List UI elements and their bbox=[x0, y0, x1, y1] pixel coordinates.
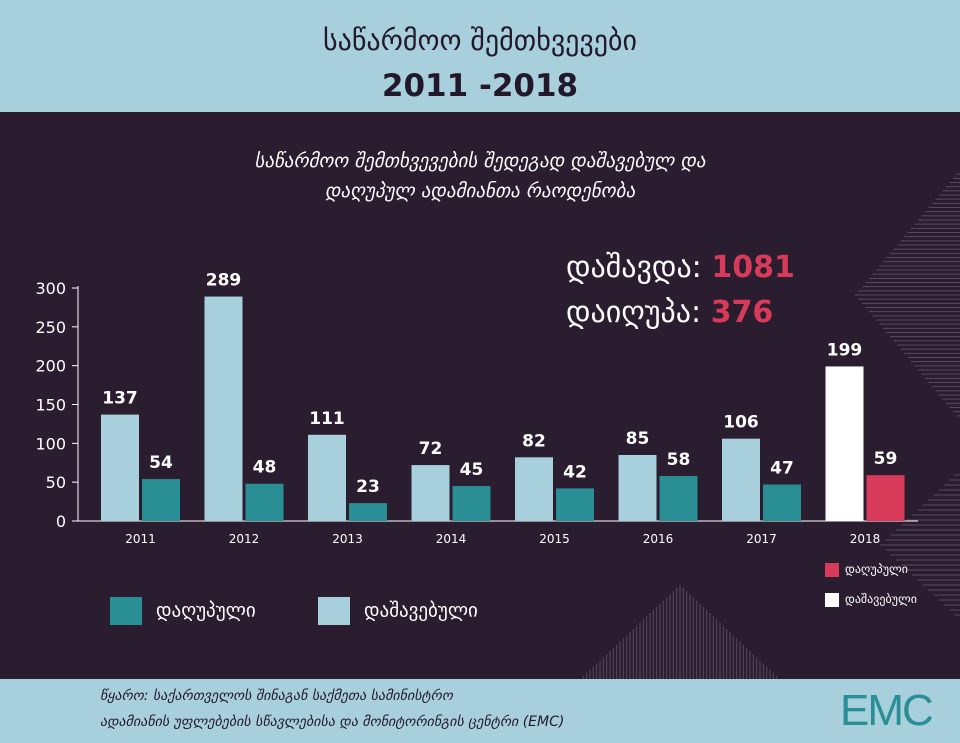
y-tick-label: 150 bbox=[35, 396, 66, 415]
legend-2018-item-killed: დაღუპული bbox=[825, 562, 908, 577]
legend-2018-item-injured: დაშავებული bbox=[825, 592, 917, 607]
bar-group-2012: 289 48 bbox=[204, 271, 284, 521]
bar-injured-2012 bbox=[204, 296, 243, 521]
data-label-killed-2018: 59 bbox=[874, 449, 898, 469]
data-label-injured-2011: 137 bbox=[102, 389, 138, 409]
legend-item-injured: დაშავებული bbox=[318, 597, 478, 625]
total-injured: დაშავდა: 1081 bbox=[566, 245, 795, 290]
y-tick-label: 200 bbox=[35, 357, 66, 376]
bar-killed-2016 bbox=[659, 475, 698, 521]
bar-group-2011: 137 54 bbox=[101, 389, 180, 521]
chart-title-line1: საწარმოო შემთხვევების შედეგად დაშავებულ … bbox=[254, 150, 706, 172]
total-killed: დაიღუპა: 376 bbox=[566, 290, 795, 335]
y-tick-label: 50 bbox=[46, 473, 66, 492]
x-tick-label-2014: 2014 bbox=[436, 532, 467, 546]
data-label-killed-2015: 42 bbox=[563, 462, 587, 482]
bar-killed-2018 bbox=[866, 475, 905, 521]
source-line1: წყარო: საქართველოს შინაგან საქმეთა სამინ… bbox=[100, 688, 453, 704]
decor-triangle-right-lower bbox=[880, 474, 960, 616]
chart-title: საწარმოო შემთხვევების შედეგად დაშავებულ … bbox=[0, 146, 960, 206]
bar-killed-2011 bbox=[142, 479, 180, 521]
total-killed-value: 376 bbox=[710, 295, 774, 330]
bar-group-2018: 199 59 bbox=[825, 340, 905, 521]
y-tick-label: 250 bbox=[35, 318, 66, 337]
y-tick-label: 100 bbox=[35, 434, 66, 453]
x-tick-label-2011: 2011 bbox=[125, 532, 156, 546]
total-injured-label: დაშავდა: bbox=[566, 250, 702, 285]
total-killed-label: დაიღუპა: bbox=[566, 295, 702, 330]
data-label-killed-2016: 58 bbox=[667, 450, 691, 470]
data-label-killed-2012: 48 bbox=[253, 458, 277, 478]
legend-swatch-killed bbox=[110, 597, 142, 625]
data-label-killed-2017: 47 bbox=[770, 458, 794, 478]
bar-injured-2018 bbox=[825, 366, 864, 521]
bar-injured-2016 bbox=[618, 454, 657, 521]
data-label-injured-2014: 72 bbox=[419, 439, 443, 459]
bar-killed-2014 bbox=[452, 486, 491, 521]
data-label-injured-2015: 82 bbox=[522, 431, 546, 451]
decor-triangle-bottom bbox=[582, 585, 778, 679]
data-label-killed-2014: 45 bbox=[460, 460, 484, 480]
legend-item-killed: დაღუპული bbox=[110, 597, 256, 625]
x-tick-label-2018: 2018 bbox=[850, 532, 881, 546]
bar-injured-2015 bbox=[515, 457, 553, 521]
source-line2: ადამიანის უფლებების სწავლებისა და მონიტო… bbox=[100, 714, 565, 730]
page-years: 2011 -2018 bbox=[381, 68, 579, 104]
data-label-injured-2017: 106 bbox=[723, 413, 759, 433]
legend-swatch-injured bbox=[318, 597, 350, 625]
legend-label-injured: დაშავებული bbox=[364, 599, 478, 622]
bar-killed-2013 bbox=[349, 503, 387, 521]
totals: დაშავდა: 1081 დაიღუპა: 376 bbox=[566, 245, 795, 335]
bar-group-2014: 72 45 bbox=[411, 439, 491, 521]
bars: 137 54 289 48 111 23 72 45 82 42 85 58 106 47 199 59 bbox=[101, 271, 905, 521]
x-tick-label-2017: 2017 bbox=[746, 532, 777, 546]
legend-2018-label-injured: დაშავებული bbox=[845, 592, 917, 606]
legend-2018-label-killed: დაღუპული bbox=[845, 562, 908, 576]
bar-injured-2017 bbox=[722, 438, 760, 521]
y-tick-label: 0 bbox=[56, 512, 66, 531]
decor-triangle-right bbox=[855, 173, 960, 417]
data-label-injured-2013: 111 bbox=[309, 409, 345, 429]
data-label-injured-2018: 199 bbox=[827, 340, 863, 360]
page-title: საწარმოო შემთხვევები bbox=[323, 24, 637, 57]
bar-group-2017: 106 47 bbox=[722, 413, 801, 521]
emc-logo: EMC bbox=[840, 686, 934, 735]
data-label-killed-2013: 23 bbox=[356, 477, 380, 497]
data-label-killed-2011: 54 bbox=[149, 453, 173, 473]
bar-group-2015: 82 42 bbox=[515, 431, 594, 521]
data-label-injured-2012: 289 bbox=[206, 271, 242, 291]
bar-injured-2014 bbox=[411, 465, 450, 521]
y-tick-label: 300 bbox=[35, 279, 66, 298]
bar-group-2016: 85 58 bbox=[618, 429, 698, 521]
x-tick-label-2012: 2012 bbox=[229, 532, 260, 546]
bar-injured-2011 bbox=[101, 414, 139, 521]
bar-killed-2015 bbox=[556, 488, 594, 521]
x-tick-label-2013: 2013 bbox=[332, 532, 363, 546]
bar-group-2013: 111 23 bbox=[308, 409, 387, 521]
chart-panel bbox=[0, 112, 960, 679]
legend-2018-swatch-killed bbox=[825, 562, 839, 577]
chart-title-line2: დაღუპულ ადამიანთა რაოდენობა bbox=[324, 180, 636, 202]
footer: წყარო: საქართველოს შინაგან საქმეთა სამინ… bbox=[0, 679, 960, 743]
total-injured-value: 1081 bbox=[711, 250, 795, 285]
x-tick-label-2015: 2015 bbox=[539, 532, 570, 546]
decor-triangles bbox=[582, 173, 960, 679]
x-axis-labels: 2011 2012 2013 2014 2015 2016 2017 2018 bbox=[125, 532, 880, 546]
data-label-injured-2016: 85 bbox=[626, 429, 650, 449]
header: საწარმოო შემთხვევები 2011 -2018 bbox=[0, 0, 960, 112]
legend-2018-swatch-injured bbox=[825, 592, 839, 607]
legend-label-killed: დაღუპული bbox=[156, 599, 256, 622]
bar-killed-2017 bbox=[763, 484, 801, 521]
bar-killed-2012 bbox=[245, 483, 284, 521]
x-tick-label-2016: 2016 bbox=[643, 532, 674, 546]
bar-injured-2013 bbox=[308, 434, 346, 521]
